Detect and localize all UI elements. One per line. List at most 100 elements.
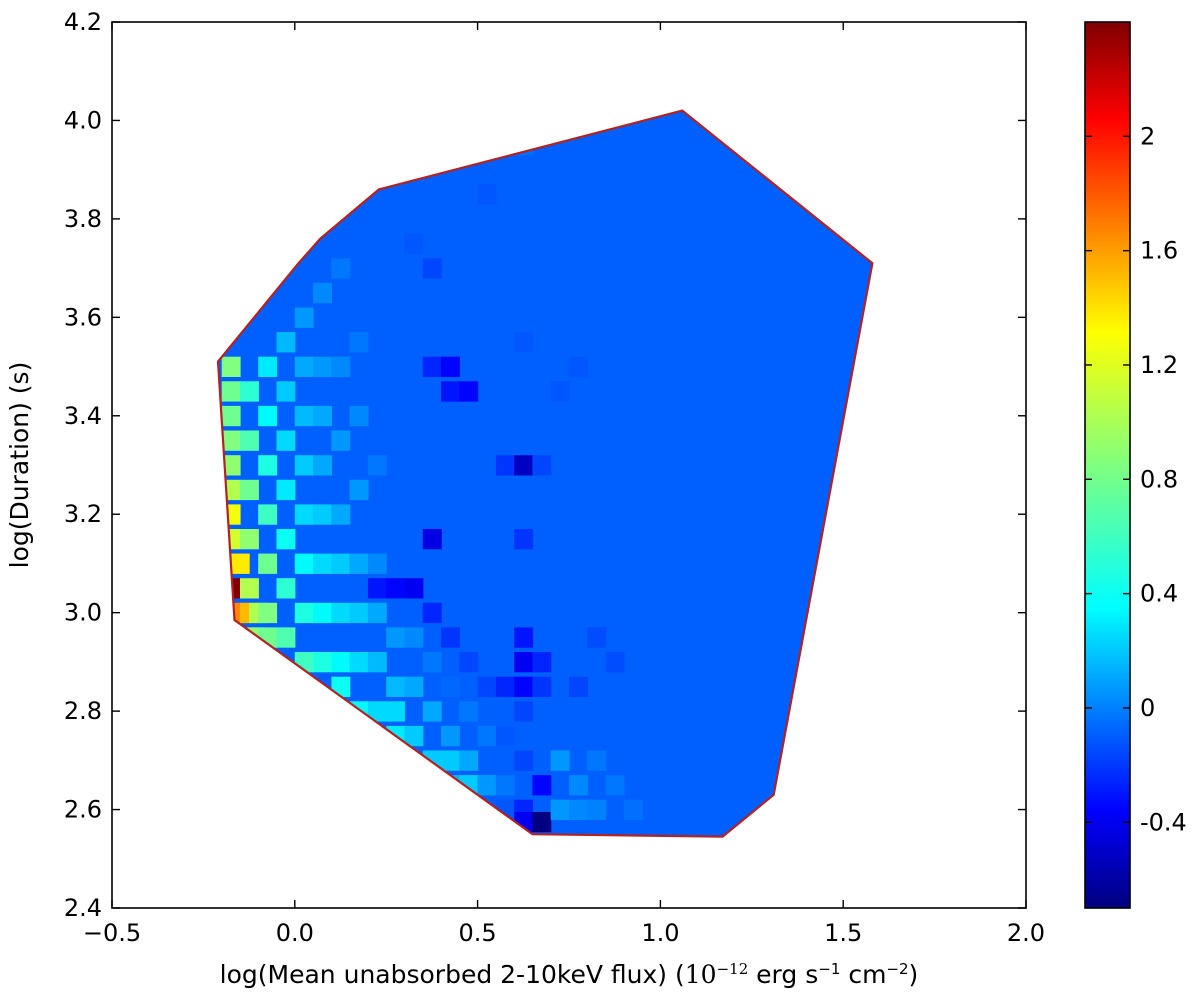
- heatmap-cell: [331, 258, 351, 279]
- heatmap-cell: [441, 356, 460, 377]
- y-axis-label: log(Duration) (s): [5, 362, 34, 569]
- heatmap-cell: [386, 627, 406, 648]
- heatmap-cell: [331, 652, 351, 673]
- heatmap-cell: [221, 356, 241, 377]
- heatmap-cell: [404, 578, 424, 599]
- heatmap-cell: [294, 307, 314, 328]
- heatmap-cell: [569, 676, 588, 697]
- heatmap-cell: [367, 455, 387, 476]
- heatmap-cell: [623, 799, 643, 820]
- heatmap-cell: [441, 381, 460, 402]
- heatmap-cell: [221, 479, 241, 501]
- y-tick-label: 3.0: [64, 599, 102, 627]
- heatmap-cell: [331, 553, 351, 574]
- heatmap-cell: [422, 701, 442, 722]
- heatmap-cell: [221, 529, 241, 550]
- heatmap-cell: [514, 750, 534, 771]
- heatmap-cell: [331, 504, 351, 525]
- y-tick-label: 3.2: [64, 500, 102, 528]
- heatmap-cell: [459, 652, 479, 673]
- heatmap-cell: [569, 356, 588, 377]
- heatmap-cell: [514, 529, 534, 550]
- heatmap-cell: [240, 479, 259, 501]
- heatmap-cell: [459, 701, 479, 722]
- heatmap-cell: [441, 725, 460, 747]
- heatmap-cell: [514, 652, 534, 673]
- heatmap-cell: [477, 676, 497, 697]
- heatmap-cell: [441, 627, 460, 648]
- axes-frame: [111, 21, 1027, 909]
- heatmap-cell: [422, 529, 442, 550]
- heatmap-cell: [258, 602, 278, 624]
- heatmap-cell: [258, 356, 278, 377]
- heatmap-cell: [569, 775, 588, 796]
- colorbar-tick-label: 1.6: [1140, 237, 1178, 265]
- x-tick-label: 0.5: [459, 919, 497, 947]
- heatmap-plot-area: [216, 109, 874, 838]
- heatmap-cell: [349, 405, 369, 427]
- heatmap-cell: [514, 676, 534, 697]
- heatmap-cell: [367, 701, 387, 722]
- heatmap-cell: [349, 652, 369, 673]
- heatmap-cell: [240, 529, 259, 550]
- heatmap-cell: [386, 578, 406, 599]
- heatmap-cell: [495, 725, 515, 747]
- heatmap-cell: [221, 504, 241, 525]
- colorbar-tick-label: 0.4: [1140, 580, 1178, 608]
- heatmap-cell: [313, 652, 332, 673]
- heatmap-cell: [240, 578, 259, 599]
- heatmap-cell: [477, 775, 497, 796]
- heatmap-cell: [367, 652, 387, 673]
- heatmap-cell: [422, 652, 442, 673]
- heatmap-cell: [441, 750, 460, 771]
- heatmap-cell: [349, 332, 369, 353]
- heatmap-cell: [514, 701, 534, 722]
- x-tick-label: −0.5: [83, 919, 141, 947]
- heatmap-cell: [477, 725, 497, 747]
- heatmap-cell: [367, 553, 387, 574]
- heatmap-cell: [605, 652, 625, 673]
- colorbar-tick-label: 2: [1140, 122, 1155, 150]
- heatmap-cell: [331, 430, 351, 451]
- heatmap-cell: [550, 381, 570, 402]
- x-axis: −0.5 0.0 0.5 1.0 1.5 2.0: [83, 22, 1045, 947]
- y-tick-label: 4.0: [64, 106, 102, 134]
- heatmap-cell: [331, 676, 351, 697]
- heatmap-cell: [514, 332, 534, 353]
- heatmap-cell: [587, 799, 607, 820]
- x-axis-label: log(Mean unabsorbed 2-10keV flux) (10−12…: [220, 960, 919, 989]
- heatmap-cell: [367, 602, 387, 624]
- heatmap-cell: [532, 775, 552, 796]
- heatmap-cell: [294, 455, 314, 476]
- y-tick-label: 3.4: [64, 402, 102, 430]
- heatmap-cell: [313, 356, 332, 377]
- heatmap-cell: [422, 602, 442, 624]
- y-axis: 2.4 2.6 2.8 3.0 3.2 3.4 3.6 3.8 4.0 4.2: [64, 8, 1026, 922]
- heatmap-cell: [276, 529, 296, 550]
- heatmap-cell: [221, 405, 241, 427]
- colorbar: -0.4 0 0.4 0.8 1.2 1.6 2: [1084, 21, 1187, 909]
- heatmap-cell: [441, 676, 460, 697]
- heatmap-cell: [230, 553, 250, 574]
- hull-boundary-line: [216, 109, 874, 838]
- heatmap-cell: [276, 479, 296, 501]
- colorbar-gradient: [1084, 21, 1131, 909]
- heatmap-cell: [495, 775, 515, 796]
- heatmap-cell: [349, 602, 369, 624]
- heatmap-cell: [313, 602, 332, 624]
- heatmap-cell: [331, 602, 351, 624]
- heatmap-cell: [276, 430, 296, 451]
- y-tick-label: 4.2: [64, 8, 102, 36]
- heatmap-cell: [331, 356, 351, 377]
- colorbar-tick-label: -0.4: [1140, 808, 1187, 836]
- heatmap-cell: [313, 455, 332, 476]
- heatmap-cell: [258, 504, 278, 525]
- heatmap-cell: [441, 775, 460, 796]
- heatmap-cell: [550, 750, 570, 771]
- heatmap-cell: [276, 578, 296, 599]
- heatmap-cell: [422, 258, 442, 279]
- heatmap-cell: [294, 553, 314, 574]
- heatmap-cell: [294, 405, 314, 427]
- heatmap-cell: [587, 750, 607, 771]
